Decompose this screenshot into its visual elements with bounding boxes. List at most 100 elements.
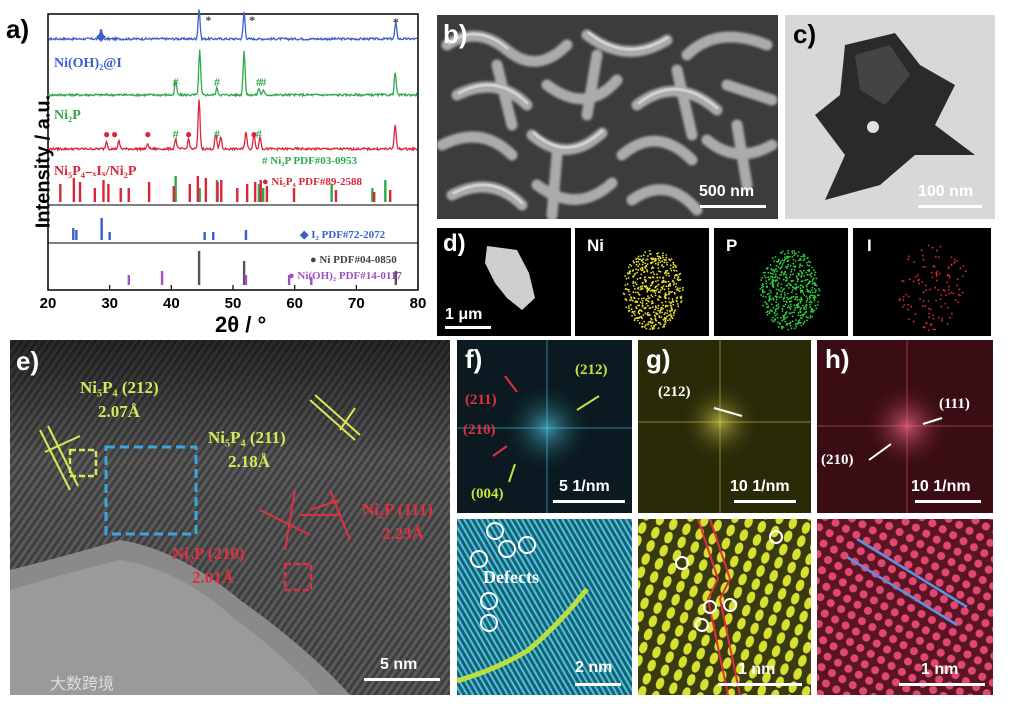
eds-dot [806,283,809,286]
panel-d-label: d) [443,230,466,257]
eds-dot [673,282,676,284]
eds-dot [791,311,794,314]
eds-dot [800,290,802,293]
eds-dot [813,309,816,312]
eds-dot [769,309,772,312]
ref-line-0-5 [330,184,333,202]
eds-dot [805,271,808,274]
eds-dot [934,286,936,289]
eds-dot [648,314,651,317]
eds-dot [789,273,792,276]
eds-dot [928,329,930,331]
eds-dot [782,298,785,300]
eds-dot [668,314,670,317]
eds-dot [651,266,654,268]
eds-dot [772,286,775,289]
eds-dot [782,289,784,291]
eds-dot [791,315,794,318]
eds-dot [814,284,817,287]
eds-dot [776,316,779,319]
eds-dot [962,265,965,267]
eds-dot [773,270,776,273]
eds-dot [777,288,780,291]
eds-dot [780,271,783,273]
ref-line-1-13 [216,182,219,202]
panel-f-fft: f) (211) (210) (212) (004) 5 1/nm [457,340,632,513]
eds-dot [670,307,673,309]
eds-dot [650,271,652,274]
marker-ni2p-2: # [256,75,262,89]
eds-dot [667,284,670,286]
eds-dot [649,328,652,330]
eds-dot [657,327,660,330]
panel-b-sem-image: b) 500 nm [437,15,778,219]
eds-dot [645,302,648,305]
eds-dot [766,286,768,289]
panel-e-label: e) [16,346,40,376]
eds-dot [795,252,797,255]
eds-dot [805,308,807,310]
eds-dot [637,317,639,319]
eds-dot [637,304,639,307]
eds-dot [807,316,809,319]
eds-dot [641,325,644,328]
eds-dot [662,281,665,283]
eds-dot [635,268,637,271]
eds-dot [935,299,937,302]
legend-nioh: ● Ni(OH)₂ PDF#14-0117 [288,270,402,282]
eds-dot [810,272,813,275]
eds-dot [956,278,959,281]
eds-dot [638,258,640,261]
eds-dot [788,300,791,303]
eds-dot [781,308,784,310]
eds-dot [924,305,927,308]
eds-dot [669,264,672,267]
series-label-ni2p: Ni₂P [54,108,81,123]
eds-dot [803,313,805,315]
eds-dot [666,319,669,322]
eds-dot [682,286,684,289]
panel-b-label: b) [443,19,468,49]
eds-dot [658,315,661,317]
eds-dot [803,306,806,309]
eds-dot [640,273,643,276]
eds-dot [912,320,915,323]
panel-e-hrtem-image: e) Ni₅P₄ (212) 2.07Å Ni₅P₄ (211) 2.18Å N… [10,340,450,695]
eds-dot [777,266,780,268]
eds-dot [773,260,775,262]
eds-dot [770,298,772,301]
eds-dot [654,292,657,294]
eds-dot [764,301,767,304]
eds-dot [675,299,678,302]
eds-dot [645,327,648,330]
eds-dot [784,317,787,319]
eds-dot [664,304,667,307]
eds-dot [660,316,663,318]
eds-dot [775,264,778,267]
eds-dot [764,276,767,279]
eds-dot [783,256,786,259]
eds-dot [763,291,766,293]
eds-dot [797,314,800,317]
eds-dot [797,286,800,288]
eds-dot [927,244,930,247]
eds-dot [951,312,953,315]
eds-dot [647,255,649,257]
eds-dot [947,306,949,309]
ref-line-2-6 [244,230,248,240]
eds-dot [766,267,769,270]
ref-line-1-14 [220,180,223,202]
eds-dot [768,298,771,301]
eds-dot [765,311,768,314]
eds-dot [663,288,666,291]
eds-dot [949,316,951,319]
panel-f-inset-scale-bar [575,683,621,686]
eds-dot [651,321,654,324]
defects-label: Defects [483,567,539,587]
eds-dot [930,323,933,325]
eds-dot [785,273,787,276]
eds-dot [780,293,783,296]
fft-f-210: (210) [463,422,496,438]
eds-dot [781,259,784,261]
eds-dot [793,311,795,314]
